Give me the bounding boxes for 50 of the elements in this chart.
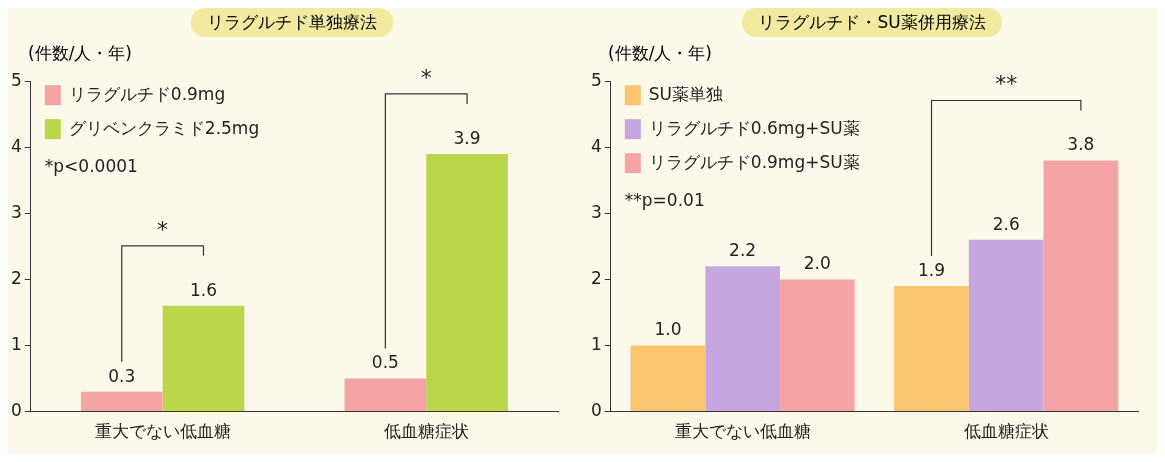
y-tick-label: 1 (590, 333, 602, 354)
y-axis-title: (件数/人・年) (28, 43, 132, 63)
bar (426, 153, 508, 412)
data-label: 0.3 (108, 365, 136, 386)
annotation: * (420, 64, 432, 90)
data-label: 2.6 (992, 213, 1020, 234)
bar (779, 279, 855, 412)
chart-title: リラグルチド・SU薬併用療法 (742, 8, 1002, 37)
legend-label: リラグルチド0.9mg (68, 83, 226, 104)
data-label: 3.9 (453, 127, 481, 148)
data-label: 2.0 (803, 253, 831, 274)
x-tick-label: 重大でない低血糖 (94, 421, 231, 442)
x-tick-label: 低血糖症状 (383, 421, 469, 442)
y-tick-label: 2 (10, 267, 22, 288)
bar (894, 286, 969, 412)
y-tick-label: 2 (590, 267, 602, 288)
y-axis-title: (件数/人・年) (608, 42, 713, 65)
data-label: 1.6 (189, 279, 217, 300)
bar (968, 239, 1044, 412)
annotation: ** (995, 71, 1018, 97)
y-tick-label: 3 (590, 201, 602, 222)
y-tick-label: 0 (590, 400, 602, 421)
data-label: 1.0 (654, 319, 682, 340)
bar (1043, 160, 1119, 412)
data-label: 2.2 (729, 240, 757, 261)
y-tick-label: 3 (10, 201, 22, 222)
data-label: 1.9 (918, 259, 946, 280)
legend-label: リラグルチド0.6mg+SU薬 (648, 117, 860, 138)
bar (80, 391, 163, 412)
chart-title: リラグルチド単独療法 (191, 8, 393, 37)
x-tick-label: 重大でない低血糖 (674, 421, 811, 442)
legend-label: SU薬単独 (648, 83, 724, 104)
bar (344, 378, 427, 412)
y-tick-label: 4 (10, 135, 22, 156)
y-tick-label: 5 (10, 69, 22, 90)
x-tick-label: 低血糖症状 (963, 421, 1049, 442)
bar (705, 266, 780, 412)
legend-label: グリベンクラミド2.5mg (68, 117, 260, 138)
y-tick-label: 0 (10, 400, 22, 421)
annotation: *p<0.0001 (44, 155, 138, 176)
y-tick-label: 1 (10, 333, 22, 354)
data-label: 0.5 (371, 352, 399, 373)
annotation: **p=0.01 (624, 189, 705, 210)
annotation: * (157, 216, 169, 242)
bar (630, 345, 706, 412)
y-tick-label: 4 (590, 135, 602, 156)
legend-label: リラグルチド0.9mg+SU薬 (648, 151, 860, 172)
data-label: 3.8 (1067, 134, 1095, 155)
bar (162, 305, 245, 412)
y-tick-label: 5 (590, 69, 602, 90)
